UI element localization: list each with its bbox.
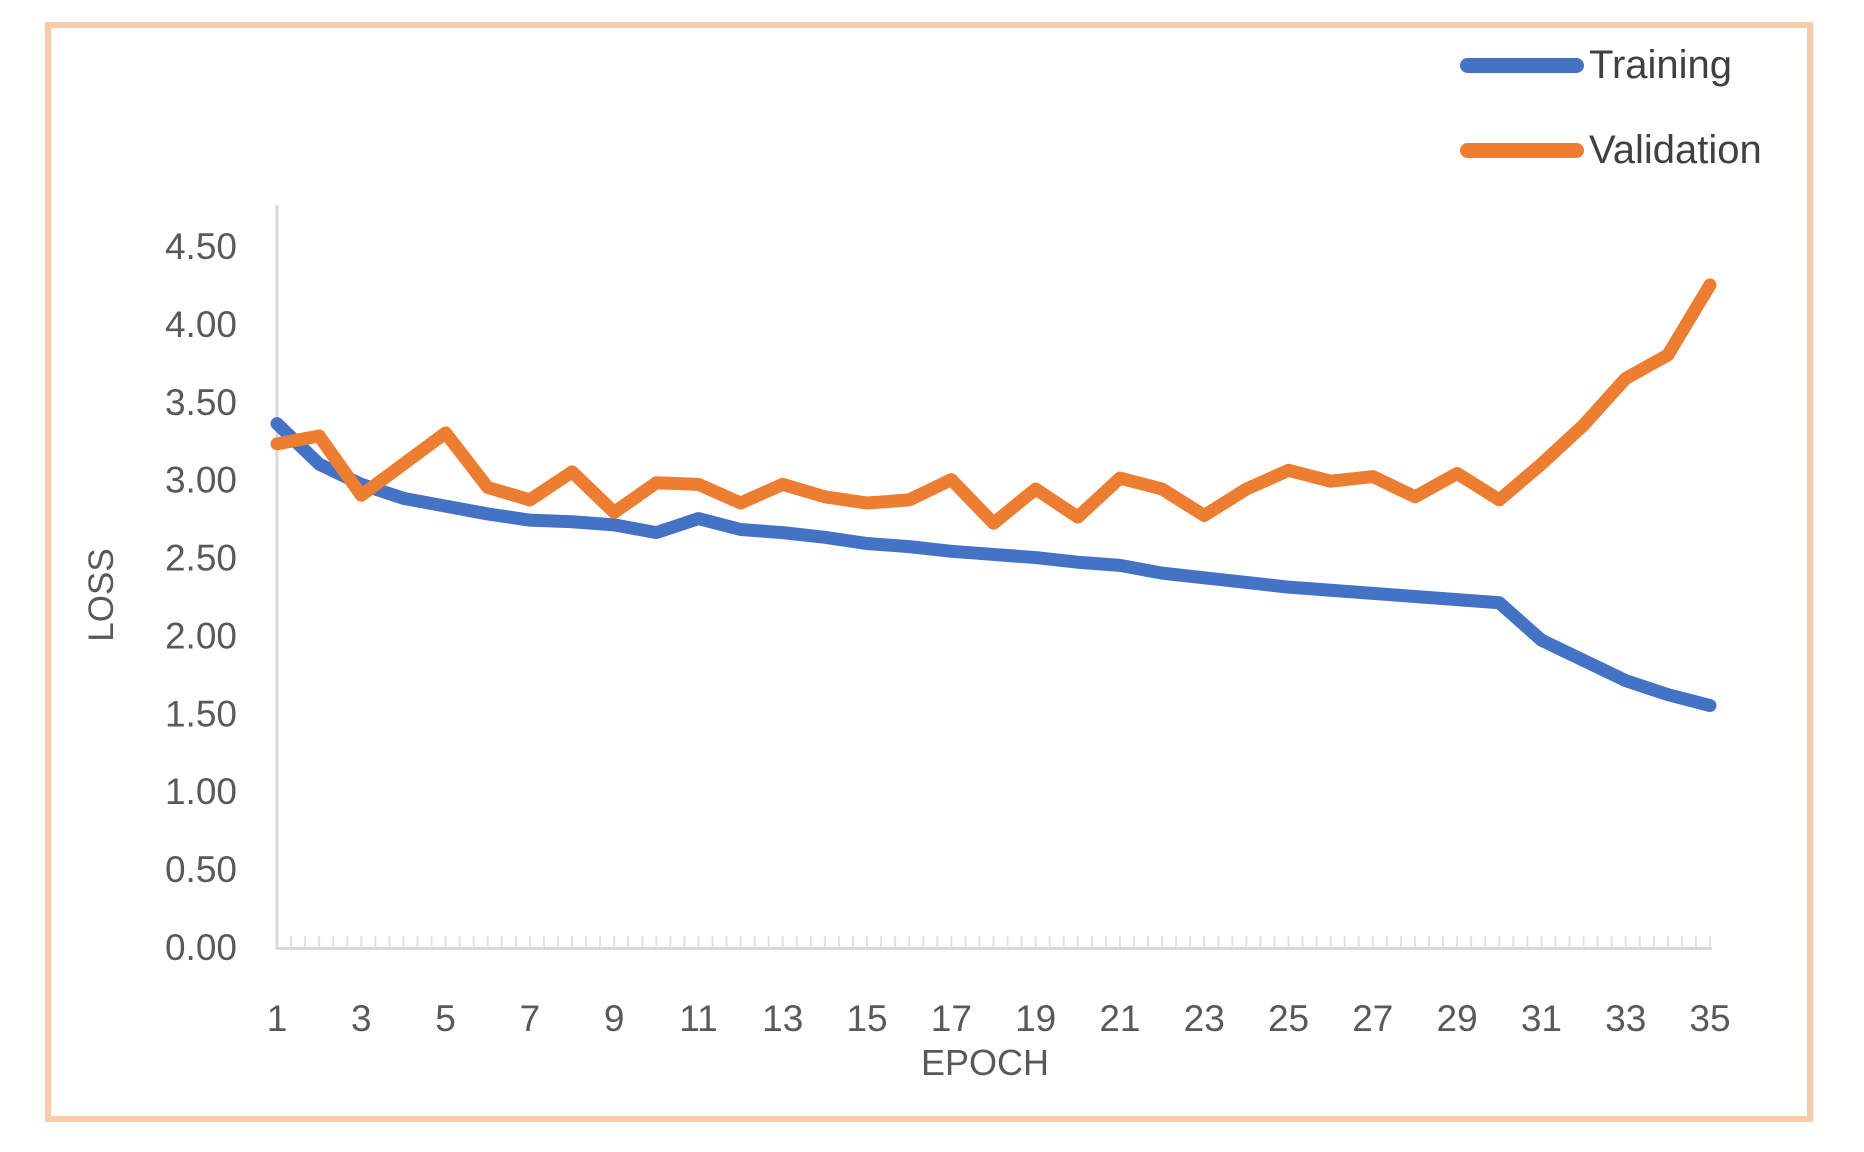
legend-item-validation: Validation: [1460, 126, 1762, 174]
x-tick-label: 19: [1015, 998, 1056, 1039]
x-tick-label: 11: [679, 998, 717, 1039]
legend-label-training: Training: [1589, 42, 1733, 87]
y-tick-label: 3.50: [165, 382, 237, 423]
series-lines: [270, 278, 1717, 713]
legend-item-training: Training: [1460, 41, 1732, 89]
x-tick-label: 7: [520, 998, 541, 1039]
x-tick-label: 33: [1605, 998, 1646, 1039]
x-axis-title: EPOCH: [921, 1042, 1049, 1083]
x-tick-label: 3: [351, 998, 372, 1039]
y-axis-title: LOSS: [82, 548, 121, 641]
y-tick-label: 4.00: [165, 304, 237, 345]
figure-border: [45, 22, 1813, 1122]
training-line-swatch: [1460, 57, 1584, 73]
y-tick-label: 1.50: [165, 693, 237, 734]
x-tick-label: 5: [435, 998, 456, 1039]
validation-line: [270, 278, 1717, 530]
x-tick-label: 13: [762, 998, 803, 1039]
training-line: [270, 417, 1717, 713]
y-tick-label: 0.50: [165, 849, 237, 890]
x-tick-label: 15: [846, 998, 887, 1039]
validation-line-swatch: [1460, 142, 1584, 158]
y-tick-label: 0.00: [165, 927, 237, 968]
y-axis-tick-labels: 0.00 0.50 1.00 1.50 2.00 2.50 3.00 3.50 4.00 4.50: [165, 226, 237, 968]
x-tick-label: 35: [1689, 998, 1730, 1039]
y-tick-label: 2.50: [165, 538, 237, 579]
x-tick-label: 1: [267, 998, 288, 1039]
y-tick-label: 3.00: [165, 460, 237, 501]
y-tick-label: 1.00: [165, 771, 237, 812]
x-axis-tick-labels: 1 3 5 7 9 11 13 15 17 19 21 23 25 27 29 31 33 35: [267, 998, 1731, 1039]
x-tick-label: 23: [1184, 998, 1225, 1039]
legend-label-validation: Validation: [1589, 127, 1762, 172]
y-tick-label: 2.00: [165, 615, 237, 656]
x-tick-label: 17: [931, 998, 972, 1039]
y-tick-label: 4.50: [165, 226, 237, 267]
x-tick-label: 27: [1352, 998, 1393, 1039]
x-tick-label: 31: [1521, 998, 1562, 1039]
x-tick-label: 21: [1099, 998, 1140, 1039]
x-tick-label: 9: [604, 998, 625, 1039]
x-tick-label: 29: [1437, 998, 1478, 1039]
x-tick-label: 25: [1268, 998, 1309, 1039]
